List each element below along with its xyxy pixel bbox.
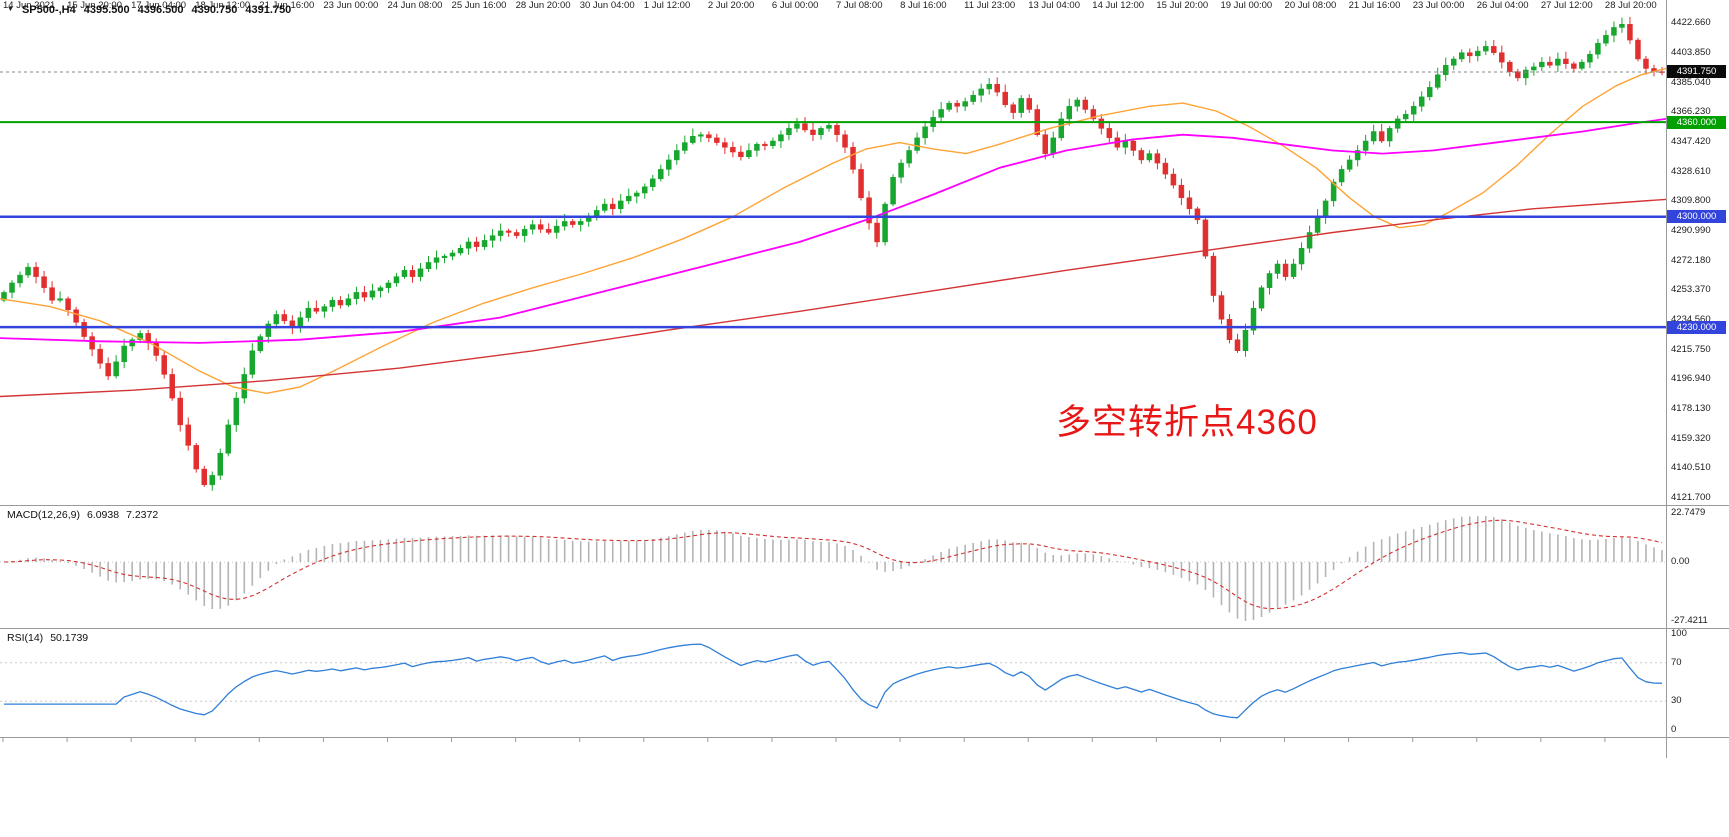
price-axis-label: 4366.230 <box>1671 106 1711 118</box>
time-axis-label: 14 Jul 12:00 <box>1092 0 1145 11</box>
time-axis-label: 7 Jul 08:00 <box>836 0 883 11</box>
candle-wicks-layer <box>3 16 1663 491</box>
rsi-axis-label: 70 <box>1671 656 1682 668</box>
macd-signal-value: 7.2372 <box>126 509 159 521</box>
time-axis-label: 11 Jul 23:00 <box>964 0 1016 11</box>
rsi-axis-label: 100 <box>1671 627 1687 639</box>
macd-axis-label: 22.7479 <box>1671 507 1706 519</box>
price-axis-label: 4309.800 <box>1671 195 1711 207</box>
time-axis-label: 28 Jul 20:00 <box>1604 0 1657 11</box>
panel-frame-layer <box>0 0 1729 758</box>
macd-signal-line <box>3 519 1663 610</box>
time-axis-label: 27 Jul 12:00 <box>1540 0 1593 11</box>
collapse-triangle-icon[interactable]: ▼ <box>7 5 14 13</box>
candle-bodies-layer <box>1 24 1665 486</box>
price-axis-label: 4422.660 <box>1671 17 1711 29</box>
time-axis-label: 1 Jul 12:00 <box>643 0 691 11</box>
time-axis-label: 15 Jun 20:00 <box>67 0 122 11</box>
time-axis-label: 23 Jul 00:00 <box>1412 0 1465 11</box>
price-axis-label: 4121.700 <box>1671 491 1711 503</box>
macd-main-value: 6.0938 <box>86 509 120 521</box>
price-axis-label: 4215.750 <box>1671 343 1711 355</box>
symbol-timeframe-label: SP500-,H4 <box>21 4 76 16</box>
rsi-axis-label: 0 <box>1671 724 1677 736</box>
time-axis-label: 26 Jul 04:00 <box>1476 0 1529 11</box>
price-badge-4360.000: 4360.000 <box>1667 115 1726 129</box>
price-badge-4230.000: 4230.000 <box>1667 320 1726 334</box>
ohlc-high-value: 4396.500 <box>137 4 184 16</box>
price-axis-label: 4290.990 <box>1671 224 1711 236</box>
time-axis-label: 2 Jul 20:00 <box>707 0 755 11</box>
rsi-indicator-label: RSI(14) 50.1739 <box>7 632 88 644</box>
rsi-value: 50.1739 <box>50 632 89 644</box>
time-axis-label: 19 Jul 00:00 <box>1220 0 1273 11</box>
rsi-line <box>4 643 1663 719</box>
price-axis-label: 4178.130 <box>1671 402 1711 414</box>
time-axis-label: 8 Jul 16:00 <box>900 0 947 11</box>
time-axis-label: 28 Jun 20:00 <box>515 0 571 11</box>
time-axis-label: 23 Jun 00:00 <box>323 0 379 11</box>
time-axis-label: 13 Jul 04:00 <box>1028 0 1080 11</box>
ohlc-open-value: 4395.500 <box>83 4 130 16</box>
price-axis-label: 4140.510 <box>1671 462 1711 474</box>
price-axis-label: 4328.610 <box>1671 165 1711 177</box>
time-axis-label: 6 Jul 00:00 <box>771 0 819 11</box>
rsi-axis-label: 30 <box>1671 695 1682 707</box>
price-axis-label: 4403.850 <box>1671 46 1711 58</box>
macd-axis-label: -27.4211 <box>1671 614 1708 626</box>
ohlc-close-value: 4391.750 <box>245 4 292 16</box>
time-axis-label: 14 Jun 2021 <box>3 0 56 11</box>
macd-axis-label: 0.00 <box>1671 555 1690 567</box>
horizontal-lines-layer[interactable] <box>0 71 1666 329</box>
price-axis-label: 4253.370 <box>1671 284 1711 296</box>
time-axis-label: 21 Jul 16:00 <box>1348 0 1401 11</box>
ma-fast-orange <box>0 67 1667 394</box>
time-axis-label: 25 Jun 16:00 <box>451 0 507 11</box>
macd-name: MACD(12,26,9) <box>7 509 80 521</box>
price-axis-label: 4234.560 <box>1671 313 1711 325</box>
time-axis-label: 24 Jun 08:00 <box>387 0 443 11</box>
chart-annotation[interactable]: 多空转折点4360 <box>1056 403 1318 442</box>
moving-averages-layer <box>0 67 1667 398</box>
rsi-name: RSI(14) <box>7 632 44 644</box>
ma-slow-red <box>0 198 1667 398</box>
price-axis-label: 4196.940 <box>1671 373 1711 385</box>
price-axis-label: 4159.320 <box>1671 432 1711 444</box>
macd-indicator-label: MACD(12,26,9) 6.0938 7.2372 <box>7 509 158 521</box>
price-badge-4300.000: 4300.000 <box>1667 210 1726 224</box>
time-axis-label: 21 Jun 16:00 <box>259 0 315 11</box>
price-axis-label: 4385.040 <box>1671 76 1711 88</box>
current-price-badge: 4391.750 <box>1667 65 1726 79</box>
time-axis-label: 17 Jun 04:00 <box>131 0 187 11</box>
price-axis-label: 4272.180 <box>1671 254 1711 266</box>
indicators-layer <box>0 516 1666 719</box>
ma-medium-magenta <box>0 118 1667 344</box>
price-axis-label: 4347.420 <box>1671 135 1711 147</box>
chart-title-bar: ▼ SP500-,H4 4395.500 4396.500 4390.750 4… <box>7 4 291 16</box>
time-axis-label: 18 Jun 12:00 <box>195 0 251 11</box>
time-axis-label: 30 Jun 04:00 <box>579 0 635 11</box>
ohlc-low-value: 4390.750 <box>191 4 238 16</box>
time-axis-label: 15 Jul 20:00 <box>1156 0 1209 11</box>
time-axis-label: 20 Jul 08:00 <box>1284 0 1337 11</box>
